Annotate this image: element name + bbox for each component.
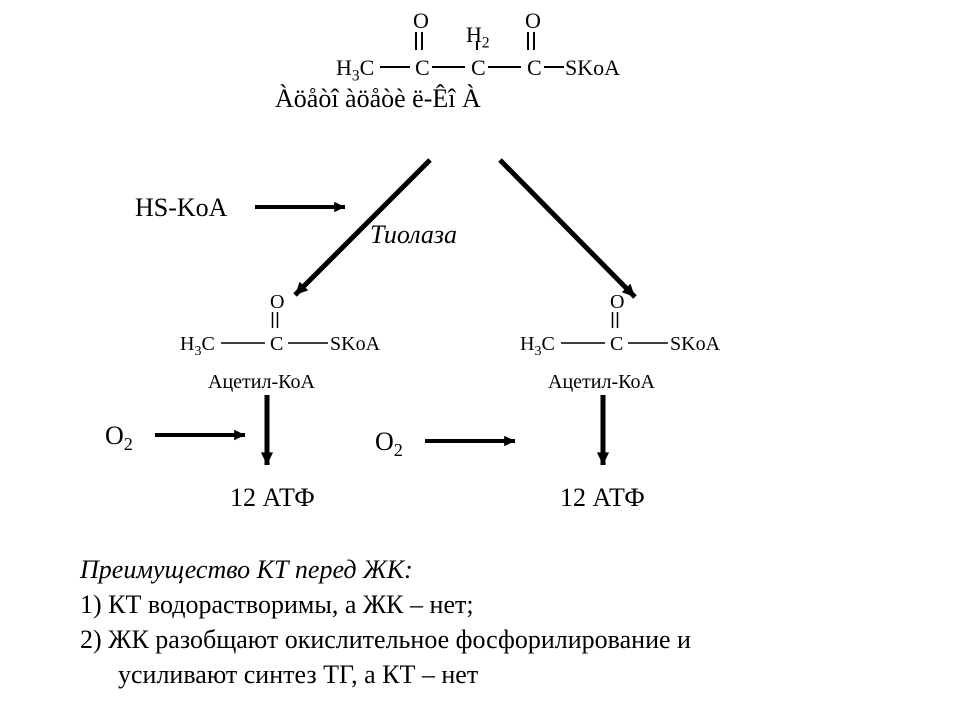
top-skoa: SKoA	[565, 55, 620, 81]
al-h: H	[180, 333, 194, 355]
al-c: C	[201, 333, 214, 355]
o2l-base: O	[105, 421, 124, 450]
o2-right: O2	[375, 427, 403, 461]
o2r-sub: 2	[394, 440, 403, 460]
f1-txt: КТ водорастворимы, а ЖК – нет;	[108, 590, 473, 619]
o2l-sub: 2	[124, 434, 133, 454]
acetyl-left-label: Ацетил-КоА	[208, 371, 315, 394]
acetyl-right-skoa: SKoA	[670, 333, 720, 356]
top-h2-sub: 2	[482, 34, 490, 51]
f2-num: 2)	[80, 625, 102, 654]
top-c1: C	[415, 55, 430, 81]
top-h3c-h: H	[336, 55, 352, 80]
atp-right: 12 АТФ	[560, 483, 645, 513]
o2-left: O2	[105, 421, 133, 455]
top-h2-base: H	[466, 22, 482, 47]
enzyme-label: Тиолаза	[370, 220, 457, 250]
top-o-right: O	[525, 8, 541, 34]
acetyl-right-label: Ацетил-КоА	[548, 371, 655, 394]
top-h3c-3: 3	[352, 67, 360, 84]
ar-h: H	[520, 333, 534, 355]
hs-koa-label: HS-KoA	[135, 193, 227, 223]
atp-left: 12 АТФ	[230, 483, 315, 513]
acetyl-left-o: O	[270, 291, 284, 314]
top-h3c-c: C	[360, 55, 375, 80]
acetyl-left-c1: C	[270, 333, 283, 356]
top-c3: C	[527, 55, 542, 81]
acetyl-right-c1: C	[610, 333, 623, 356]
top-molecule-label: Àöåòî àöåòè ë-Êî À	[275, 84, 481, 114]
footer-line1: 1) КТ водорастворимы, а ЖК – нет;	[80, 590, 474, 620]
o2r-base: O	[375, 427, 394, 456]
acetyl-left-skoa: SKoA	[330, 333, 380, 356]
footer-heading: Преимущество КТ перед ЖК:	[80, 555, 413, 585]
footer-line2a: 2) ЖК разобщают окислительное фосфорилир…	[80, 625, 691, 655]
acetyl-right-h3c: H3C	[520, 333, 555, 360]
f2-txt: ЖК разобщают окислительное фосфорилирова…	[108, 625, 691, 654]
top-c2: C	[471, 55, 486, 81]
top-h3c: H3C	[336, 55, 374, 85]
acetyl-left-h3c: H3C	[180, 333, 215, 360]
top-h2: H2	[466, 22, 490, 52]
top-o-left: O	[413, 8, 429, 34]
footer-line2b: усиливают синтез ТГ, а КТ – нет	[118, 660, 478, 690]
ar-c: C	[541, 333, 554, 355]
f1-num: 1)	[80, 590, 102, 619]
acetyl-right-o: O	[610, 291, 624, 314]
